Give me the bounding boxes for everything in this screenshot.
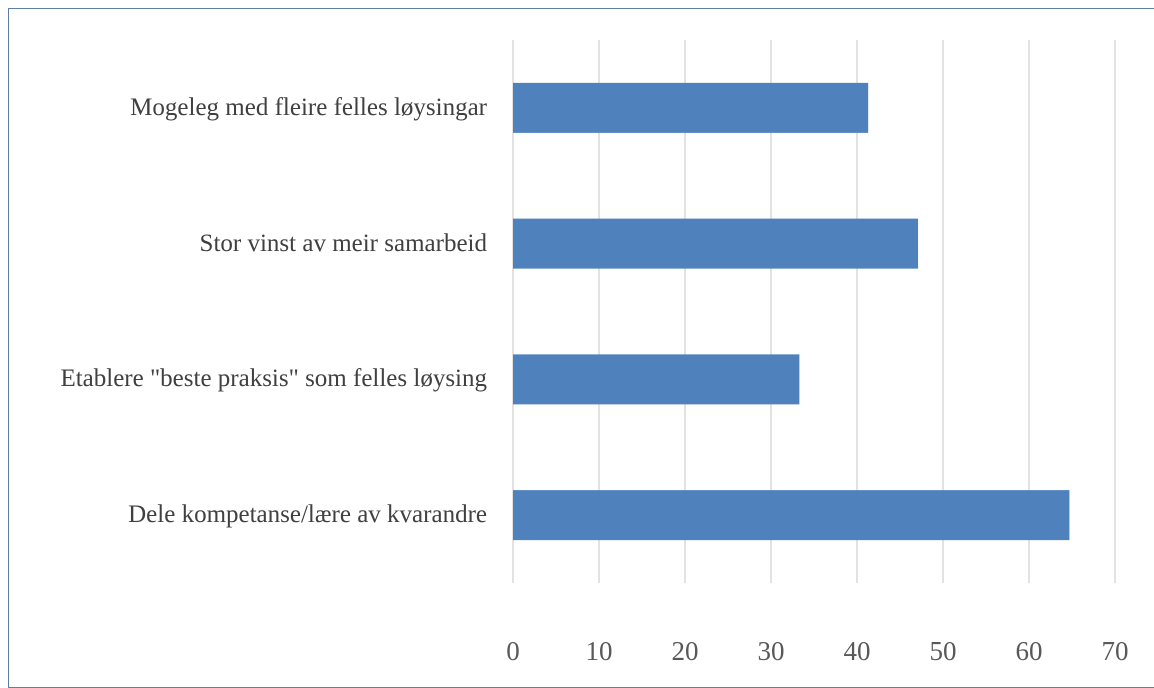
bar: [513, 490, 1070, 541]
bar: [513, 354, 800, 405]
y-tick-label: Dele kompetanse/lære av kvarandre: [128, 501, 487, 529]
x-tick-label: 50: [930, 636, 957, 666]
bar: [513, 82, 869, 133]
y-tick-label: Etablere "beste praksis" som felles løys…: [60, 365, 487, 393]
x-tick-label: 60: [1016, 636, 1043, 666]
x-tick-label: 30: [758, 636, 785, 666]
y-tick-label: Mogeleg med fleire felles løysingar: [130, 93, 487, 121]
x-tick-label: 20: [672, 636, 699, 666]
bar: [513, 218, 919, 269]
x-tick-label: 10: [586, 636, 613, 666]
x-tick-label: 0: [506, 636, 520, 666]
y-tick-label: Stor vinst av meir samarbeid: [199, 229, 487, 257]
x-tick-label: 40: [844, 636, 871, 666]
x-tick-label: 70: [1102, 636, 1129, 666]
